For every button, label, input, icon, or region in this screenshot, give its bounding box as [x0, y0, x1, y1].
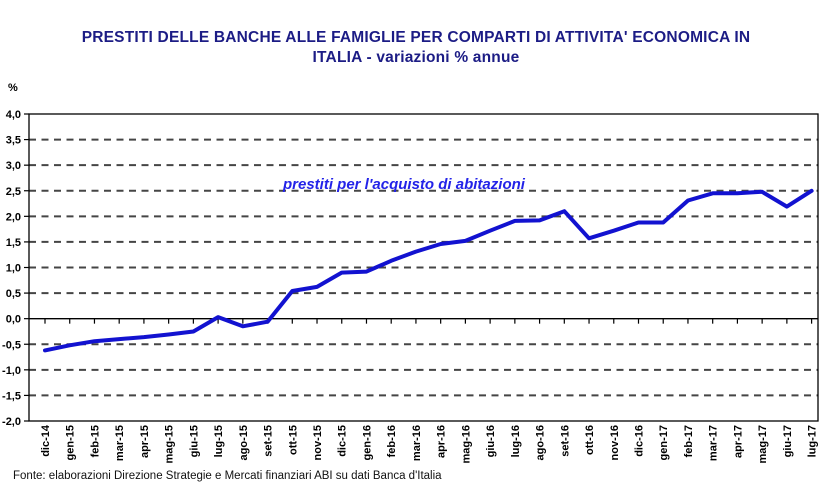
svg-text:giu-17: giu-17	[782, 425, 794, 457]
svg-text:lug-16: lug-16	[510, 425, 522, 457]
svg-text:4,0: 4,0	[6, 109, 21, 121]
svg-text:2,0: 2,0	[6, 211, 21, 223]
svg-text:-1,5: -1,5	[2, 390, 21, 402]
svg-text:giu-16: giu-16	[485, 425, 497, 457]
svg-text:0,0: 0,0	[6, 314, 21, 326]
svg-text:mag-16: mag-16	[460, 425, 472, 464]
svg-text:mar-16: mar-16	[411, 425, 423, 461]
svg-text:dic-15: dic-15	[337, 425, 349, 457]
y-axis-unit-label: %	[8, 82, 18, 94]
svg-text:nov-15: nov-15	[312, 425, 324, 460]
chart-title: PRESTITI DELLE BANCHE ALLE FAMIGLIE PER …	[0, 28, 832, 68]
svg-text:ago-15: ago-15	[238, 425, 250, 460]
svg-text:ago-16: ago-16	[535, 425, 547, 460]
svg-text:gen-15: gen-15	[65, 425, 77, 460]
svg-text:3,0: 3,0	[6, 160, 21, 172]
svg-text:mar-15: mar-15	[114, 425, 126, 461]
svg-text:apr-16: apr-16	[436, 425, 448, 458]
svg-text:1,0: 1,0	[6, 263, 21, 275]
svg-text:mag-17: mag-17	[757, 425, 769, 464]
chart-title-line2: ITALIA - variazioni % annue	[312, 49, 520, 66]
svg-text:-1,0: -1,0	[2, 365, 21, 377]
svg-text:gen-17: gen-17	[658, 425, 670, 460]
svg-text:-0,5: -0,5	[2, 339, 21, 351]
series-annotation-label: prestiti per l'acquisto di abitazioni	[283, 176, 525, 193]
svg-text:lug-17: lug-17	[807, 425, 819, 457]
svg-text:feb-15: feb-15	[90, 425, 102, 457]
svg-text:giu-15: giu-15	[188, 425, 200, 457]
svg-text:2,5: 2,5	[6, 186, 21, 198]
svg-text:lug-15: lug-15	[213, 425, 225, 457]
svg-text:dic-16: dic-16	[634, 425, 646, 457]
svg-text:1,5: 1,5	[6, 237, 21, 249]
svg-text:set-16: set-16	[559, 425, 571, 457]
svg-text:apr-17: apr-17	[732, 425, 744, 458]
svg-text:mag-15: mag-15	[164, 425, 176, 464]
svg-text:3,5: 3,5	[6, 135, 21, 147]
svg-text:feb-16: feb-16	[386, 425, 398, 457]
source-note: Fonte: elaborazioni Direzione Strategie …	[13, 470, 442, 482]
svg-text:feb-17: feb-17	[683, 425, 695, 457]
svg-text:ott-16: ott-16	[584, 425, 596, 455]
svg-text:ott-15: ott-15	[287, 425, 299, 455]
svg-text:gen-16: gen-16	[362, 425, 374, 460]
svg-text:nov-16: nov-16	[609, 425, 621, 460]
svg-text:0,5: 0,5	[6, 288, 21, 300]
svg-text:dic-14: dic-14	[40, 424, 52, 457]
svg-text:-2,0: -2,0	[2, 416, 21, 428]
svg-text:mar-17: mar-17	[708, 425, 720, 461]
chart-title-line1: PRESTITI DELLE BANCHE ALLE FAMIGLIE PER …	[81, 29, 751, 46]
svg-text:apr-15: apr-15	[139, 425, 151, 458]
svg-text:set-15: set-15	[263, 425, 275, 457]
